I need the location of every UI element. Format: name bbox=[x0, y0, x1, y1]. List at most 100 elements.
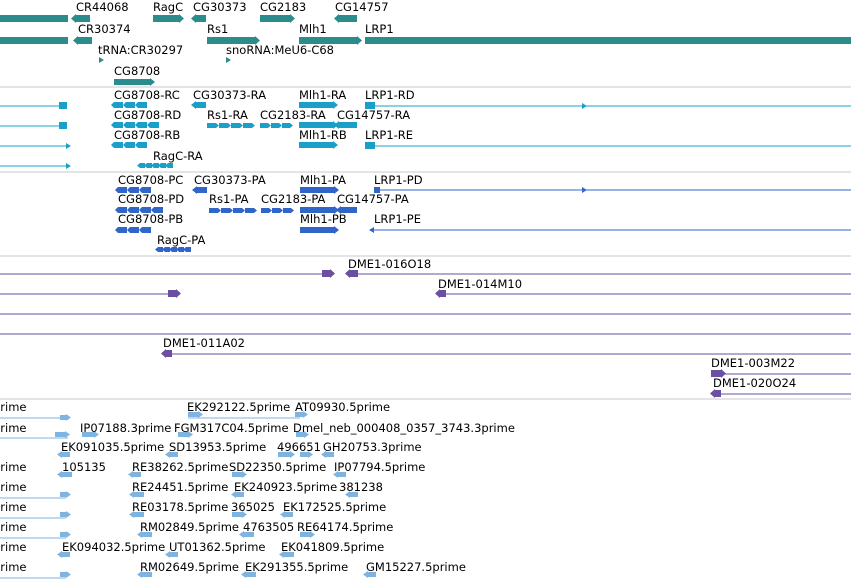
est-block-4-b bbox=[128, 471, 141, 478]
track-dividers bbox=[0, 86, 851, 400]
feature-label-sd22350: SD22350.5prime bbox=[229, 460, 326, 474]
est-block-5-b bbox=[129, 491, 144, 498]
transcript-exon-2-left bbox=[59, 122, 67, 129]
feature-label-ut01362: UT01362.5prime bbox=[169, 540, 266, 554]
est-block-5-a bbox=[60, 491, 71, 498]
feature-label-prime-5: prime bbox=[0, 500, 27, 514]
feature-label-ragc-ra: RagC-RA bbox=[153, 149, 203, 163]
feature-label-mlh1-ra: Mlh1-RA bbox=[299, 88, 346, 102]
est-block-4-d bbox=[333, 471, 346, 478]
gene-bar-cg30373 bbox=[191, 14, 206, 23]
feature-label-dme1-020o24: DME1-020O24 bbox=[713, 376, 796, 390]
feature-label-ek292122: EK292122.5prime bbox=[187, 400, 290, 414]
est-block-7-a bbox=[60, 531, 71, 538]
est-block-9-c bbox=[241, 571, 256, 578]
feature-label-dmel-neb: Dmel_neb_000408_0357_3743.3prime bbox=[293, 421, 515, 435]
feature-label-dme1-014m10: DME1-014M10 bbox=[438, 277, 522, 291]
gene-bar-cr44068 bbox=[0, 15, 68, 22]
transcript-cg30373-ra bbox=[191, 101, 206, 109]
gene-bar-mlh1 bbox=[299, 36, 362, 45]
feature-label-cg2183-ra: CG2183-RA bbox=[260, 108, 326, 122]
feature-label-prime-3: prime bbox=[0, 460, 27, 474]
gene-bar-ragc bbox=[153, 14, 184, 23]
transcript-cg8708-rb bbox=[111, 142, 147, 148]
feature-label-496651: 496651 bbox=[277, 440, 321, 454]
est-block-3-b bbox=[165, 451, 178, 458]
gene-bar-rs1 bbox=[207, 36, 260, 45]
transcript-cg8708-rc bbox=[111, 102, 147, 108]
feature-label-cg14757: CG14757 bbox=[335, 0, 389, 14]
feature-glyphs bbox=[0, 14, 851, 579]
feature-label-ragc-pa: RagC-PA bbox=[157, 233, 205, 247]
bac-exon-1-left bbox=[322, 269, 335, 278]
est-block-1-b bbox=[188, 411, 203, 418]
transcript-cg2183-ra bbox=[260, 123, 293, 128]
protein-mlh1-pb bbox=[300, 226, 339, 234]
feature-label-rm02849: RM02849.5prime bbox=[140, 520, 239, 534]
est-block-4-a bbox=[57, 471, 72, 478]
feature-label-cg2183-pa: CG2183-PA bbox=[261, 192, 326, 206]
feature-label-gm15227: GM15227.5prime bbox=[366, 560, 466, 574]
feature-label-at09930: AT09930.5prime bbox=[295, 400, 390, 414]
est-block-3-a bbox=[57, 451, 70, 458]
transcript-mlh1-ra bbox=[299, 101, 338, 109]
est-block-2-d bbox=[296, 431, 309, 438]
feature-label-cg2183: CG2183 bbox=[260, 0, 306, 14]
feature-label-prime-4: prime bbox=[0, 480, 27, 494]
feature-label-prime-2: prime bbox=[0, 421, 27, 435]
feature-label-mlh1-pb: Mlh1-PB bbox=[300, 212, 347, 226]
gene-bar-cg8708 bbox=[114, 78, 155, 86]
gene-arrow-snorna bbox=[226, 57, 231, 63]
feature-label-sd13953: SD13953.5prime bbox=[169, 440, 266, 454]
feature-label-ek291355: EK291355.5prime bbox=[245, 560, 348, 574]
gene-bar-cg2183 bbox=[260, 14, 295, 23]
feature-label-ip07794: IP07794.5prime bbox=[334, 460, 425, 474]
feature-label-105135: 105135 bbox=[62, 460, 106, 474]
feature-label-lrp1-pe: LRP1-PE bbox=[374, 212, 421, 226]
est-block-9-a bbox=[60, 571, 71, 578]
feature-label-cg30373-ra: CG30373-RA bbox=[193, 88, 266, 102]
feature-label-cg8708-rb: CG8708-RB bbox=[114, 128, 180, 142]
feature-label-cg30373: CG30373 bbox=[193, 0, 247, 14]
feature-label-mlh1-rb: Mlh1-RB bbox=[299, 128, 347, 142]
transcript-cg14757-ra bbox=[334, 121, 357, 129]
feature-label-mlh1-pa: Mlh1-PA bbox=[300, 173, 346, 187]
feature-label-re24451: RE24451.5prime bbox=[132, 480, 228, 494]
protein-cg14757-pa bbox=[336, 206, 357, 214]
feature-label-mlh1: Mlh1 bbox=[299, 22, 327, 36]
feature-label-dme1-011a02: DME1-011A02 bbox=[163, 336, 245, 350]
feature-label-lrp1-pd: LRP1-PD bbox=[374, 173, 423, 187]
feature-label-dme1-016o18: DME1-016O18 bbox=[348, 257, 431, 271]
est-block-3-d bbox=[300, 451, 313, 458]
est-block-6-c bbox=[232, 511, 247, 518]
feature-label-cg8708: CG8708 bbox=[114, 64, 160, 78]
feature-label-381238: 381238 bbox=[339, 480, 383, 494]
feature-label-4763505: 4763505 bbox=[243, 520, 294, 534]
transcript-mlh1-rb bbox=[299, 141, 338, 149]
feature-label-lrp1-re: LRP1-RE bbox=[365, 128, 413, 142]
feature-label-cg30373-pa: CG30373-PA bbox=[194, 173, 266, 187]
est-block-6-a bbox=[60, 511, 71, 518]
gene-bar-cg14757 bbox=[334, 14, 357, 23]
feature-label-dme1-003m22: DME1-003M22 bbox=[711, 356, 795, 370]
est-block-6-b bbox=[129, 511, 144, 518]
transcript-arrow-4-left bbox=[66, 163, 71, 169]
gene-bar-cr30374 bbox=[73, 36, 92, 45]
protein-ragc-pa bbox=[155, 247, 191, 252]
feature-label-cg8708-pb: CG8708-PB bbox=[118, 212, 183, 226]
transcript-cg8708-rd bbox=[111, 122, 159, 128]
est-block-8-b bbox=[165, 551, 178, 558]
feature-label-ek041809: EK041809.5prime bbox=[281, 540, 384, 554]
protein-cg8708-pb bbox=[115, 227, 151, 233]
gene-bar-ragc-left bbox=[71, 14, 90, 23]
est-block-8-a bbox=[57, 551, 70, 558]
feature-label-re64174: RE64174.5prime bbox=[297, 520, 393, 534]
feature-label-lrp1-rd: LRP1-RD bbox=[365, 88, 415, 102]
protein-lrp1-pe-arrow bbox=[369, 227, 374, 233]
feature-label-prime-7: prime bbox=[0, 540, 27, 554]
transcript-lrp1-rd-arrow bbox=[582, 103, 587, 109]
feature-label-gh20753: GH20753.3prime bbox=[323, 440, 422, 454]
feature-label-re38262: RE38262.5prime bbox=[132, 460, 228, 474]
est-block-2-c bbox=[178, 431, 193, 438]
